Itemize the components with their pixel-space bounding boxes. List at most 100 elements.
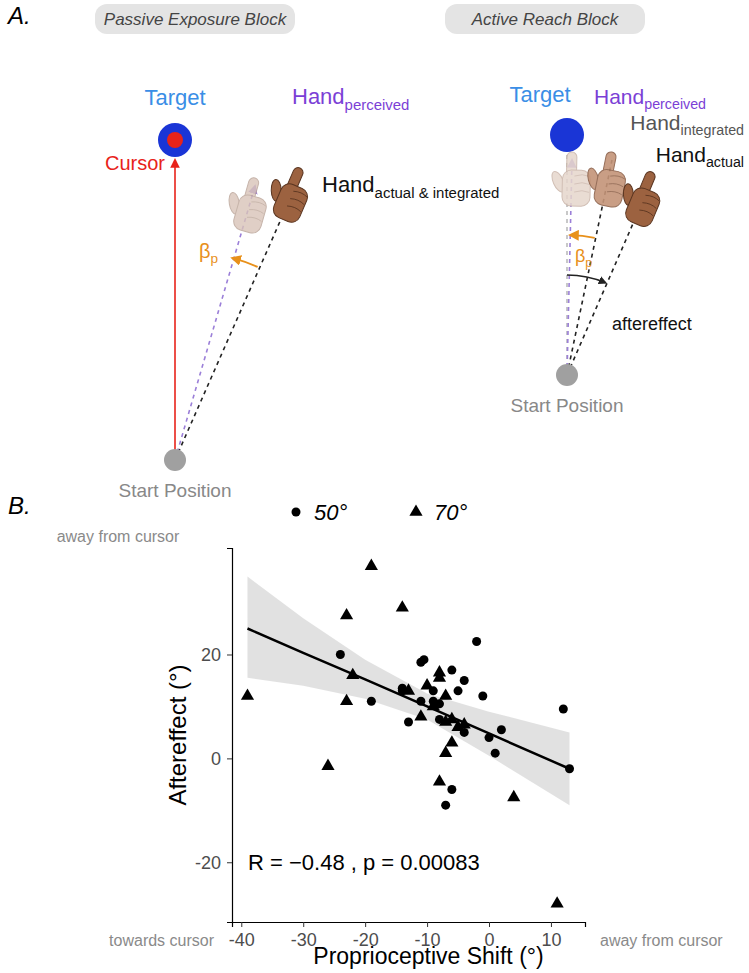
panel-a: A.Passive Exposure BlockTargetCursorHand… [6, 2, 744, 501]
point [454, 686, 463, 695]
hand-palm [562, 170, 591, 207]
x-tick: -40 [229, 922, 255, 950]
stat-annotation: R = −0.48 , p = 0.00083 [248, 850, 480, 875]
panel-label: A. [6, 2, 31, 29]
label-sub: p [585, 256, 592, 270]
label-sub: integrated [681, 122, 745, 138]
hand-knuckle [287, 205, 301, 212]
label-base: Hand [322, 172, 375, 197]
label-base: Hand [656, 143, 706, 166]
target-label: Target [509, 82, 570, 107]
block-header: Active Reach Block [471, 10, 620, 29]
point [460, 676, 469, 685]
point [416, 697, 425, 706]
cursor [167, 132, 183, 148]
hand-knuckle [247, 216, 262, 222]
angle-label: βp [575, 246, 592, 270]
hand-icon [258, 159, 317, 225]
figure: A.Passive Exposure BlockTargetCursorHand… [0, 0, 749, 973]
panel-b: B.-40-30-20-10010-20020Proprioceptive Sh… [8, 492, 723, 969]
point [336, 650, 345, 659]
panel-label: B. [8, 492, 31, 519]
point [321, 759, 334, 770]
hand-knuckle [574, 175, 589, 177]
hand-knuckle [610, 175, 625, 179]
start-label: Start Position [511, 395, 624, 416]
angle-label: βp [199, 240, 218, 266]
y-tick-label: -20 [195, 853, 221, 873]
point [491, 749, 500, 758]
point [559, 705, 568, 714]
y-axis: -20 0 20 [195, 549, 233, 923]
target [550, 118, 584, 152]
point [441, 801, 450, 810]
point [497, 725, 506, 734]
legend-label: 50° [314, 500, 347, 525]
y-tick-label: 20 [201, 645, 221, 665]
hand-actual-label: Handactual & integrated [322, 172, 499, 201]
label-sub: actual & integrated [375, 184, 500, 201]
point [365, 559, 378, 570]
y-tick-mark [227, 758, 232, 759]
plot-area [241, 559, 574, 908]
point [551, 896, 564, 907]
x-tick-mark [489, 922, 490, 927]
block-header-box [445, 4, 645, 34]
x-tick-mark [427, 922, 428, 927]
block-header-box [95, 4, 295, 34]
hand-integrated-label: Handintegrated [630, 111, 744, 138]
annotation: away from cursor [57, 528, 180, 545]
hand-icon [219, 172, 273, 235]
label-sub: perceived [345, 96, 410, 113]
point [396, 600, 409, 611]
hand-perceived-label: Handperceived [594, 85, 706, 112]
point [433, 774, 446, 785]
cursor-path [174, 160, 176, 460]
legend: 50° 70° [292, 500, 468, 525]
hand-icon [580, 148, 631, 209]
start-label: Start Position [119, 480, 232, 501]
series [336, 637, 574, 810]
x-tick-label: 10 [541, 930, 561, 950]
point [404, 718, 413, 727]
hand-knuckle [609, 182, 624, 186]
point [439, 688, 452, 699]
regression-line [247, 629, 569, 769]
point [419, 655, 428, 664]
x-tick-label: -40 [229, 930, 255, 950]
hand-knuckle [639, 209, 653, 216]
point [478, 692, 487, 701]
y-tick: 0 [211, 749, 232, 769]
point [447, 785, 456, 794]
point [340, 608, 353, 619]
hand-palm [592, 168, 627, 209]
legend-marker [292, 508, 301, 517]
hand-knuckle [574, 191, 589, 193]
y-tick-label: 0 [211, 749, 221, 769]
point [445, 735, 458, 746]
point [458, 717, 471, 728]
point [485, 733, 494, 742]
confidence-band [247, 577, 569, 806]
legend-marker [409, 504, 422, 515]
angle-arc [570, 235, 595, 238]
annotation: away from cursor [600, 932, 723, 949]
point [340, 694, 353, 705]
hand-actual-label: Handactual [656, 143, 744, 170]
legend-label: 70° [434, 500, 467, 525]
label-base: β [199, 240, 211, 262]
point [507, 790, 520, 801]
point [565, 764, 574, 773]
point [346, 668, 359, 679]
hand-palm [270, 181, 310, 225]
point [472, 637, 481, 646]
point [414, 709, 427, 720]
target-label: Target [144, 85, 205, 110]
x-tick-mark [241, 922, 242, 927]
angle-arc [232, 258, 257, 267]
block-header: Passive Exposure Block [104, 10, 288, 29]
hand-perceived-label: Handperceived [292, 84, 409, 113]
hand-icon [549, 152, 591, 207]
point [447, 666, 456, 675]
point [241, 688, 254, 699]
